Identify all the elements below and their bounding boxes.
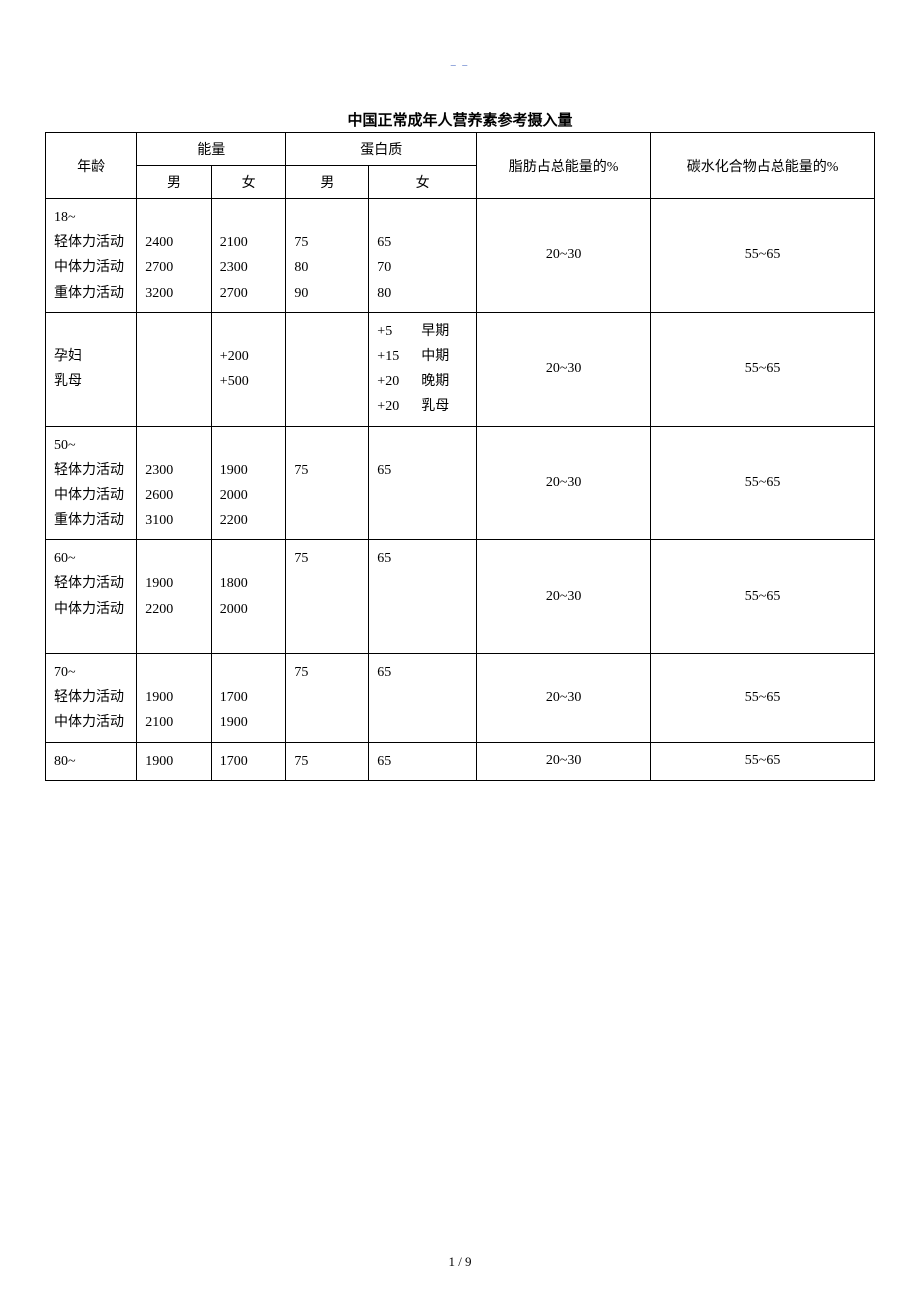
table-cell: 20~30 xyxy=(477,742,651,780)
table-row: 孕妇乳母 +200+500 +5早期+15中期+20晚期+20乳母20~3055… xyxy=(46,312,875,426)
th-energy: 能量 xyxy=(137,133,286,166)
table-cell: 1900 xyxy=(137,742,212,780)
table-cell: 75 xyxy=(286,742,369,780)
page-number: 1 / 9 xyxy=(0,1254,920,1270)
th-carb: 碳水化合物占总能量的% xyxy=(651,133,875,199)
table-cell: 210023002700 xyxy=(211,199,286,313)
table-cell: 20~30 xyxy=(477,540,651,654)
table-cell: 55~65 xyxy=(651,742,875,780)
table-cell: 20~30 xyxy=(477,654,651,743)
table-cell: 孕妇乳母 xyxy=(46,312,137,426)
table-cell: 55~65 xyxy=(651,426,875,540)
table-cell: 55~65 xyxy=(651,199,875,313)
table-cell: 20~30 xyxy=(477,199,651,313)
table-cell xyxy=(137,312,212,426)
top-mark: – – xyxy=(45,60,875,71)
table-cell: +200+500 xyxy=(211,312,286,426)
table-cell: 17001900 xyxy=(211,654,286,743)
table-row: 60~轻体力活动中体力活动 19002200 18002000756520~30… xyxy=(46,540,875,654)
table-cell: 80~ xyxy=(46,742,137,780)
table-cell: 240027003200 xyxy=(137,199,212,313)
table-cell: 19002200 xyxy=(137,540,212,654)
table-row: 50~轻体力活动中体力活动重体力活动 230026003100 19002000… xyxy=(46,426,875,540)
table-cell: 70~轻体力活动中体力活动 xyxy=(46,654,137,743)
table-cell: 55~65 xyxy=(651,540,875,654)
page-title: 中国正常成年人营养素参考摄入量 xyxy=(45,109,875,130)
table-cell: 60~轻体力活动中体力活动 xyxy=(46,540,137,654)
table-cell: 65 xyxy=(369,426,477,540)
table-row: 80~19001700756520~3055~65 xyxy=(46,742,875,780)
table-cell: 19002100 xyxy=(137,654,212,743)
th-energy-f: 女 xyxy=(211,166,286,199)
th-protein: 蛋白质 xyxy=(286,133,477,166)
table-cell: 657080 xyxy=(369,199,477,313)
table-cell: 20~30 xyxy=(477,312,651,426)
table-cell: 230026003100 xyxy=(137,426,212,540)
th-energy-m: 男 xyxy=(137,166,212,199)
table-cell: 75 xyxy=(286,654,369,743)
table-cell: 75 xyxy=(286,426,369,540)
table-cell: 1700 xyxy=(211,742,286,780)
header-row-1: 年龄 能量 蛋白质 脂肪占总能量的% 碳水化合物占总能量的% xyxy=(46,133,875,166)
table-cell: +5早期+15中期+20晚期+20乳母 xyxy=(369,312,477,426)
table-cell: 75 xyxy=(286,540,369,654)
table-cell: 50~轻体力活动中体力活动重体力活动 xyxy=(46,426,137,540)
th-fat: 脂肪占总能量的% xyxy=(477,133,651,199)
table-cell: 18002000 xyxy=(211,540,286,654)
table-cell: 758090 xyxy=(286,199,369,313)
table-cell: 190020002200 xyxy=(211,426,286,540)
th-protein-f: 女 xyxy=(369,166,477,199)
th-protein-m: 男 xyxy=(286,166,369,199)
table-cell: 20~30 xyxy=(477,426,651,540)
th-age: 年龄 xyxy=(46,133,137,199)
table-cell: 55~65 xyxy=(651,312,875,426)
table-cell: 55~65 xyxy=(651,654,875,743)
nutrient-table: 年龄 能量 蛋白质 脂肪占总能量的% 碳水化合物占总能量的% 男 女 男 女 1… xyxy=(45,132,875,781)
table-cell: 65 xyxy=(369,540,477,654)
table-cell: 65 xyxy=(369,654,477,743)
table-cell: 65 xyxy=(369,742,477,780)
table-row: 18~轻体力活动中体力活动重体力活动 240027003200 21002300… xyxy=(46,199,875,313)
table-cell xyxy=(286,312,369,426)
table-row: 70~轻体力活动中体力活动 19002100 17001900756520~30… xyxy=(46,654,875,743)
table-body: 18~轻体力活动中体力活动重体力活动 240027003200 21002300… xyxy=(46,199,875,781)
table-cell: 18~轻体力活动中体力活动重体力活动 xyxy=(46,199,137,313)
